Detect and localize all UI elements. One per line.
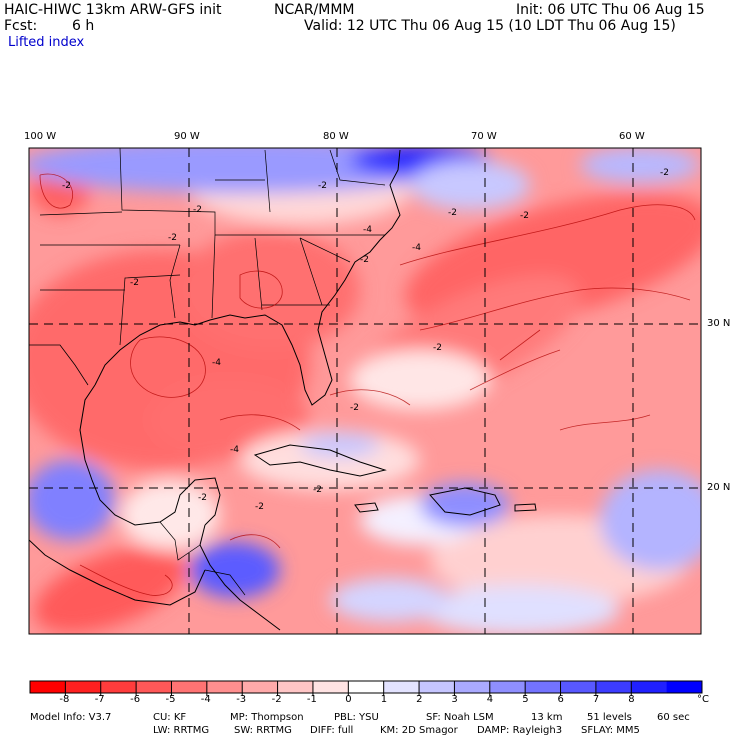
field-name: Lifted index (8, 35, 85, 50)
forecast-hours: 6 h (72, 18, 95, 34)
model-info-resolution: 13 km (531, 712, 563, 723)
colorbar-label: 4 (486, 694, 494, 705)
lon-label-60w: 60 W (619, 131, 645, 142)
contour-label: -2 (198, 493, 207, 503)
forecast-label: Fcst: (4, 18, 38, 34)
contour-label: -2 (660, 168, 669, 178)
colorbar-label: 2 (416, 694, 423, 705)
colorbar-label: -4 (200, 694, 211, 705)
colorbar-label: 1 (380, 694, 388, 705)
contour-label: -2 (350, 403, 359, 413)
model-info-sflay: SFLAY: MM5 (581, 725, 640, 736)
model-info-pbl: PBL: YSU (334, 712, 379, 723)
colorbar-label: -2 (271, 694, 282, 705)
model-info-sf: SF: Noah LSM (426, 712, 494, 723)
model-info-damp: DAMP: Rayleigh3 (477, 725, 563, 736)
contour-label: -4 (212, 358, 221, 368)
organization: NCAR/MMM (274, 2, 355, 18)
contour-label: -2 (318, 181, 327, 191)
contour-label: -4 (412, 243, 421, 253)
model-info-version: Model Info: V3.7 (30, 712, 112, 723)
colorbar-label: 5 (522, 694, 529, 705)
contour-label: -2 (433, 343, 442, 353)
contour-label: -2 (360, 255, 369, 265)
colorbar-label: 7 (592, 694, 600, 705)
colorbar-label: -3 (236, 694, 247, 705)
lon-label-80w: 80 W (323, 131, 349, 142)
colorbar-label: 3 (451, 694, 458, 705)
lon-label-90w: 90 W (174, 131, 200, 142)
lon-label-100w: 100 W (24, 131, 57, 142)
model-info-diff: DIFF: full (310, 725, 354, 736)
contour-label: -2 (448, 208, 457, 218)
contour-label: -2 (193, 205, 202, 215)
colorbar-label: 6 (557, 694, 564, 705)
lon-label-70w: 70 W (471, 131, 497, 142)
contour-label: -4 (363, 225, 372, 235)
contour-label: -2 (168, 233, 177, 243)
contour-label: -2 (313, 485, 322, 495)
colorbar-label: -1 (306, 694, 317, 705)
colorbar-unit: °C (697, 694, 709, 705)
model-info-timestep: 60 sec (657, 712, 690, 723)
colorbar-label: -5 (165, 694, 176, 705)
colorbar-label: 0 (345, 694, 352, 705)
contour-label: -2 (520, 211, 529, 221)
contour-label: -2 (255, 502, 264, 512)
model-info-cu: CU: KF (153, 712, 187, 723)
init-time: Init: 06 UTC Thu 06 Aug 15 (516, 2, 705, 18)
contour-label: -2 (130, 278, 139, 288)
valid-time: Valid: 12 UTC Thu 06 Aug 15 (10 LDT Thu … (304, 18, 676, 34)
lat-label-30n: 30 N (707, 318, 731, 329)
colorbar-label: 8 (628, 694, 635, 705)
colorbar-label: -8 (59, 694, 70, 705)
contour-label: -4 (230, 445, 239, 455)
model-info-km: KM: 2D Smagor (380, 725, 458, 736)
lat-label-20n: 20 N (707, 482, 731, 493)
model-info-lw: LW: RRTMG (153, 725, 210, 736)
model-info-mp: MP: Thompson (230, 712, 304, 723)
colorbar-label: -7 (94, 694, 105, 705)
model-info-sw: SW: RRTMG (234, 725, 292, 736)
contour-label: -2 (62, 181, 71, 191)
colorbar-label: -6 (130, 694, 141, 705)
model-info-levels: 51 levels (587, 712, 632, 723)
model-title: HAIC-HIWC 13km ARW-GFS init (4, 2, 222, 18)
